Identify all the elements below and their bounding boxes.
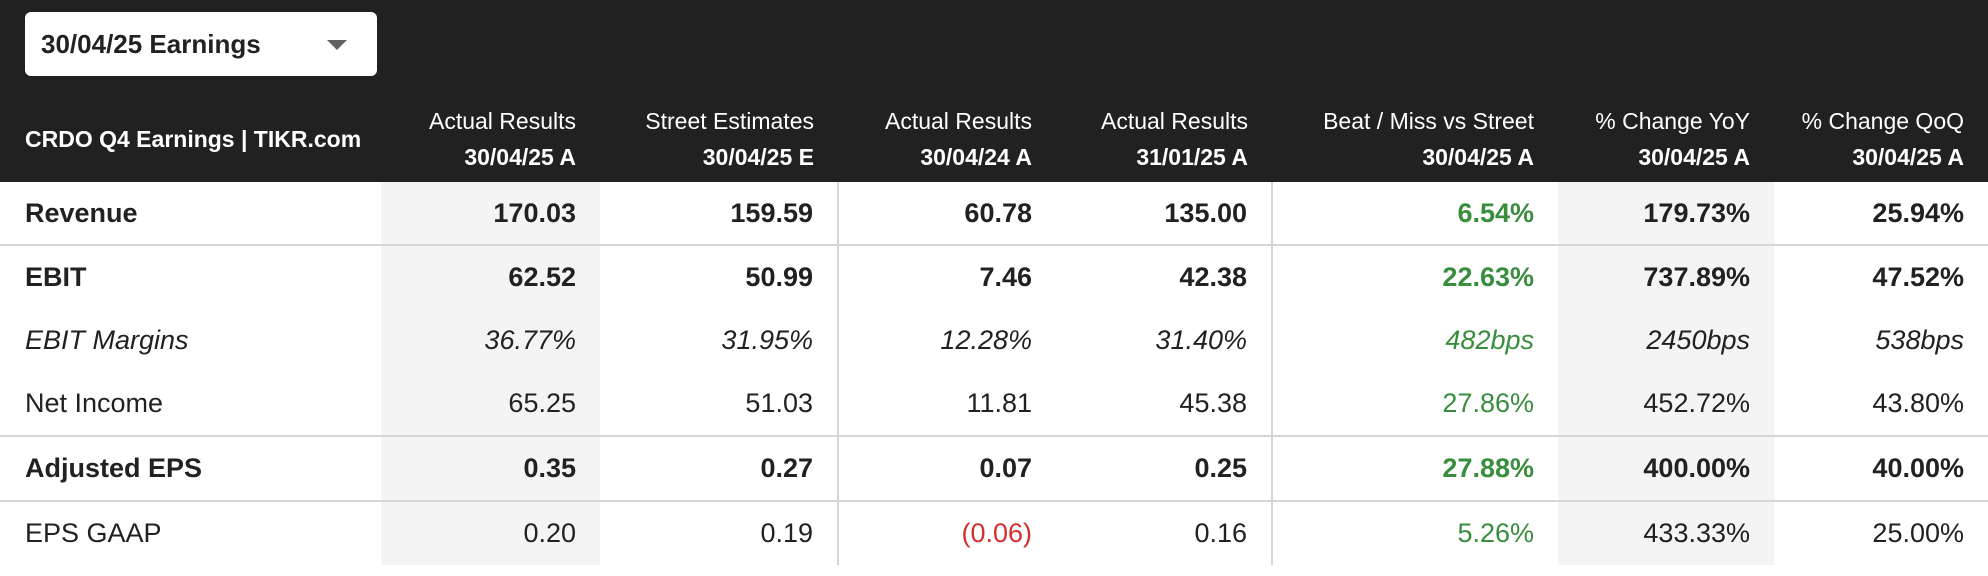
table-cell: 433.33% bbox=[1558, 500, 1774, 565]
column-header[interactable]: Street Estimates 30/04/25 E bbox=[600, 96, 838, 182]
column-header-label: Actual Results bbox=[884, 108, 1032, 134]
table-header-row: CRDO Q4 Earnings | TIKR.com Actual Resul… bbox=[0, 96, 1988, 182]
table-title: CRDO Q4 Earnings | TIKR.com bbox=[25, 126, 362, 152]
column-header[interactable]: Actual Results 30/04/25 A bbox=[381, 96, 600, 182]
table-cell: 5.26% bbox=[1271, 500, 1558, 565]
table-cell: 65.25 bbox=[381, 372, 600, 436]
column-header-date: 30/04/25 A bbox=[464, 144, 576, 170]
column-header[interactable]: % Change QoQ 30/04/25 A bbox=[1774, 96, 1988, 182]
row-label: Net Income bbox=[25, 388, 164, 418]
dropdown-label: 30/04/25 Earnings bbox=[41, 29, 261, 59]
table-cell: 60.78 bbox=[837, 182, 1056, 245]
earnings-table: CRDO Q4 Earnings | TIKR.com Actual Resul… bbox=[0, 96, 1988, 565]
table-cell: 12.28% bbox=[837, 309, 1056, 372]
row-label: EBIT bbox=[0, 244, 381, 309]
column-header-label: Street Estimates bbox=[645, 108, 814, 134]
table-cell: 11.81 bbox=[837, 372, 1056, 436]
table-cell: 452.72% bbox=[1558, 372, 1774, 436]
table-cell: 135.00 bbox=[1164, 197, 1247, 228]
column-header[interactable]: Beat / Miss vs Street 30/04/25 A bbox=[1272, 96, 1558, 182]
column-header-label: % Change QoQ bbox=[1801, 108, 1964, 134]
column-header-date: 30/04/25 A bbox=[1422, 144, 1534, 170]
column-header-label: Actual Results bbox=[1100, 108, 1248, 134]
table-cell: 0.16 bbox=[1056, 500, 1272, 565]
table-cell: 0.20 bbox=[381, 500, 600, 565]
table-cell: 36.77% bbox=[381, 309, 600, 372]
table-cell: 62.52 bbox=[381, 244, 600, 309]
column-header-date: 30/04/25 A bbox=[1852, 144, 1964, 170]
column-header[interactable]: Actual Results 30/04/24 A bbox=[838, 96, 1056, 182]
table-cell: 42.38 bbox=[1056, 244, 1272, 309]
table-cell: 737.89% bbox=[1558, 244, 1774, 309]
table-cell: 538bps bbox=[1875, 325, 1964, 355]
table-cell: 179.73% bbox=[1558, 182, 1774, 245]
table-cell: 47.52% bbox=[1774, 244, 1988, 309]
table-cell: (0.06) bbox=[837, 500, 1056, 565]
table-cell: 170.03 bbox=[381, 182, 600, 245]
column-header[interactable]: % Change YoY 30/04/25 A bbox=[1558, 96, 1774, 182]
table-cell: 31.40% bbox=[1155, 325, 1247, 355]
table-cell: 7.46 bbox=[837, 244, 1056, 309]
table-cell: 25.94% bbox=[1872, 197, 1964, 228]
table-cell: 31.95% bbox=[721, 325, 813, 355]
row-label: Adjusted EPS bbox=[0, 435, 381, 501]
table-row[interactable]: EBIT 62.52 50.99 7.46 42.38 22.63% 737.8… bbox=[0, 244, 1988, 309]
table-cell: 27.88% bbox=[1271, 435, 1558, 501]
column-header-date: 30/04/24 A bbox=[920, 144, 1032, 170]
table-cell: 43.80% bbox=[1872, 388, 1964, 418]
table-cell: 6.54% bbox=[1271, 182, 1558, 245]
table-cell: 0.19 bbox=[600, 500, 838, 565]
table-cell: 22.63% bbox=[1271, 244, 1558, 309]
earnings-period-dropdown[interactable]: 30/04/25 Earnings bbox=[25, 12, 377, 76]
table-row[interactable]: EBIT Margins 36.77% 31.95% 12.28% 31.40%… bbox=[0, 309, 1988, 372]
table-row[interactable]: Net Income 65.25 51.03 11.81 45.38 27.86… bbox=[0, 372, 1988, 436]
table-cell: 0.35 bbox=[381, 435, 600, 501]
table-row[interactable]: Revenue 170.03 159.59 60.78 135.00 6.54%… bbox=[0, 182, 1988, 245]
table-cell: 482bps bbox=[1271, 309, 1558, 372]
column-header-label: % Change YoY bbox=[1595, 108, 1750, 134]
table-cell: 0.07 bbox=[837, 435, 1056, 501]
row-label: EBIT Margins bbox=[25, 325, 189, 355]
table-cell: 0.27 bbox=[600, 435, 838, 501]
table-cell: 400.00% bbox=[1558, 435, 1774, 501]
table-row[interactable]: EPS GAAP 0.20 0.19 (0.06) 0.16 5.26% 433… bbox=[0, 500, 1988, 565]
column-header[interactable]: Actual Results 31/01/25 A bbox=[1056, 96, 1272, 182]
table-cell: 25.00% bbox=[1774, 500, 1988, 565]
table-cell: 0.25 bbox=[1056, 435, 1272, 501]
table-cell: 50.99 bbox=[600, 244, 838, 309]
table-cell: 45.38 bbox=[1179, 388, 1247, 418]
column-header-date: 31/01/25 A bbox=[1136, 144, 1248, 170]
row-label: Revenue bbox=[25, 197, 138, 228]
column-header-label: Beat / Miss vs Street bbox=[1323, 108, 1534, 134]
table-cell: 27.86% bbox=[1271, 372, 1558, 436]
table-row[interactable]: Adjusted EPS 0.35 0.27 0.07 0.25 27.88% … bbox=[0, 435, 1988, 501]
table-cell: 51.03 bbox=[745, 388, 813, 418]
column-header-date: 30/04/25 A bbox=[1638, 144, 1750, 170]
row-label: EPS GAAP bbox=[0, 500, 381, 565]
column-header-label: Actual Results bbox=[428, 108, 576, 134]
column-header-date: 30/04/25 E bbox=[702, 144, 814, 170]
table-cell: 40.00% bbox=[1774, 435, 1988, 501]
table-cell: 159.59 bbox=[730, 197, 813, 228]
table-cell: 2450bps bbox=[1558, 309, 1774, 372]
chevron-down-icon bbox=[327, 40, 347, 50]
